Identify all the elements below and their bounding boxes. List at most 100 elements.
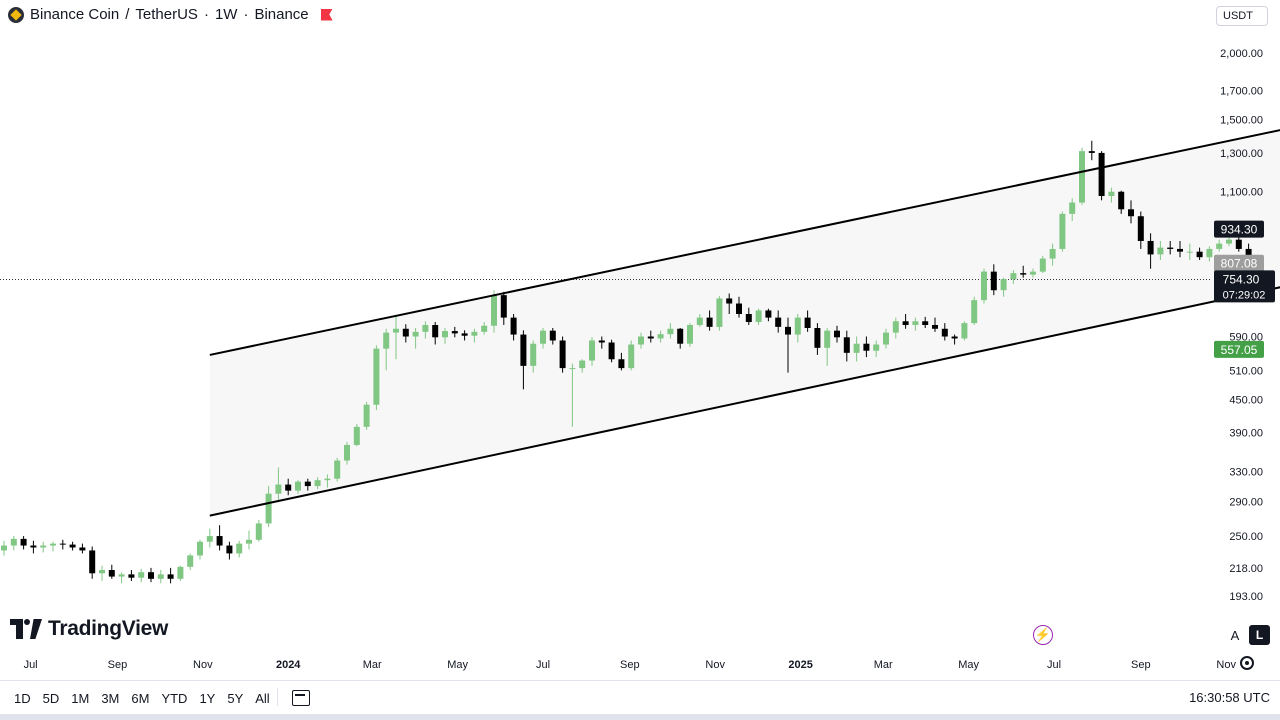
candle-down — [108, 570, 115, 577]
candle-down — [951, 336, 958, 339]
candle-up — [1069, 202, 1076, 214]
timeframe-6m[interactable]: 6M — [131, 690, 150, 706]
y-tick-label: 1,500.00 — [1220, 115, 1263, 127]
timeframe-5d[interactable]: 5D — [42, 690, 60, 706]
y-tick-label: 193.00 — [1229, 591, 1263, 603]
candle-up — [1079, 151, 1085, 203]
chart-canvas[interactable]: 2,000.00 1,700.00 1,500.00 1,300.00 1,100.00… — [0, 0, 1280, 680]
entry-price-label: 807.08 — [1221, 257, 1258, 271]
candle-down — [20, 538, 27, 546]
candle-down — [1118, 191, 1125, 210]
symbol-header[interactable]: Binance Coin / TetherUS · 1W · Binance — [8, 6, 333, 23]
candle-up — [1206, 248, 1213, 258]
candle-up — [363, 404, 370, 427]
candle-up — [295, 481, 301, 491]
timeframe-all[interactable]: All — [255, 690, 270, 706]
candle-up — [530, 343, 537, 366]
target-price-label-bg — [1214, 340, 1264, 358]
candle-down — [990, 271, 997, 291]
candle-up — [1059, 213, 1066, 249]
candle-up — [177, 566, 184, 579]
calendar-icon[interactable] — [291, 690, 310, 706]
candle-down — [167, 574, 174, 579]
candle-up — [275, 484, 282, 494]
candle-up — [638, 336, 644, 345]
candle-up — [138, 572, 145, 578]
candle-up — [824, 330, 831, 348]
candle-down — [128, 574, 135, 578]
candle-up — [1030, 271, 1036, 275]
currency-button[interactable]: USDT — [1216, 6, 1268, 26]
quote-name: TetherUS — [135, 6, 198, 23]
countdown-label: 07:29:02 — [1223, 289, 1266, 301]
log-scale-button[interactable]: L — [1249, 625, 1270, 645]
candle-down — [1196, 251, 1203, 258]
x-tick-label: Mar — [874, 659, 893, 671]
candle-up — [236, 543, 243, 554]
x-tick-label: Sep — [1131, 659, 1151, 671]
candle-up — [99, 570, 105, 574]
y-tick-label: 330.00 — [1229, 467, 1263, 479]
candle-down — [304, 481, 311, 487]
timeframe-ytd[interactable]: YTD — [161, 690, 188, 706]
candle-up — [1049, 248, 1056, 259]
candle-up — [50, 543, 56, 546]
candle-down — [520, 334, 527, 366]
timeframe-1m[interactable]: 1M — [71, 690, 90, 706]
timeframe-3m[interactable]: 3M — [101, 690, 120, 706]
candle-down — [598, 340, 605, 343]
candle-down — [932, 324, 938, 329]
stop-price-label: 934.30 — [1221, 223, 1258, 237]
candle-down — [1137, 216, 1144, 241]
y-tick-label: 390.00 — [1229, 428, 1263, 440]
candle-up — [971, 300, 978, 324]
flag-icon[interactable] — [320, 8, 333, 21]
candle-up — [197, 541, 203, 556]
candle-up — [1, 545, 7, 551]
candle-up — [540, 330, 546, 344]
y-tick-label: 450.00 — [1229, 394, 1263, 406]
candle-up — [1226, 239, 1232, 244]
lightning-icon[interactable]: ⚡ — [1033, 625, 1053, 645]
utc-clock[interactable]: 16:30:58 UTC — [1189, 690, 1270, 705]
candle-up — [1108, 191, 1115, 197]
channel-lower-line — [209, 286, 1280, 517]
x-tick-label: Jul — [24, 659, 38, 671]
candle-up — [1186, 251, 1193, 253]
candle-up — [892, 321, 899, 333]
candle-down — [69, 544, 76, 548]
auto-scale-button[interactable]: A — [1230, 627, 1240, 643]
candle-up — [442, 331, 448, 338]
x-tick-label: Nov — [193, 659, 213, 671]
settings-gear-icon[interactable] — [1240, 656, 1254, 670]
pair-name: Binance Coin — [30, 6, 120, 23]
tradingview-logo[interactable]: TradingView — [10, 617, 168, 641]
last-price-bg — [1214, 270, 1275, 303]
candle-up — [157, 574, 164, 579]
candle-down — [510, 317, 517, 335]
bottom-toolbar: 1D 5D 1M 3M 6M YTD 1Y 5Y All — [0, 680, 1280, 715]
candle-up — [687, 324, 693, 344]
timeframe-1d[interactable]: 1D — [14, 690, 31, 706]
candle-down — [59, 543, 66, 545]
timeframe-5y[interactable]: 5Y — [227, 690, 244, 706]
bottom-strip — [0, 714, 1280, 720]
channel-fill — [209, 130, 1280, 516]
candle-down — [1167, 247, 1174, 249]
candle-down — [226, 545, 233, 554]
candle-down — [922, 321, 929, 325]
candle-up — [628, 344, 635, 369]
x-tick-label: Jul — [536, 659, 550, 671]
candle-up — [853, 343, 860, 353]
candle-down — [402, 328, 409, 337]
candle-up — [10, 538, 17, 546]
candle-up — [1216, 243, 1223, 249]
timeframe-1y[interactable]: 1Y — [199, 690, 216, 706]
stop-price-label-bg — [1214, 220, 1264, 238]
candle-up — [383, 332, 390, 349]
candle-up — [324, 478, 331, 481]
x-tick-label: Jul — [1047, 659, 1061, 671]
exchange-name: Binance — [254, 6, 309, 23]
interval-label: 1W — [214, 6, 238, 23]
x-tick-label: Mar — [363, 659, 382, 671]
